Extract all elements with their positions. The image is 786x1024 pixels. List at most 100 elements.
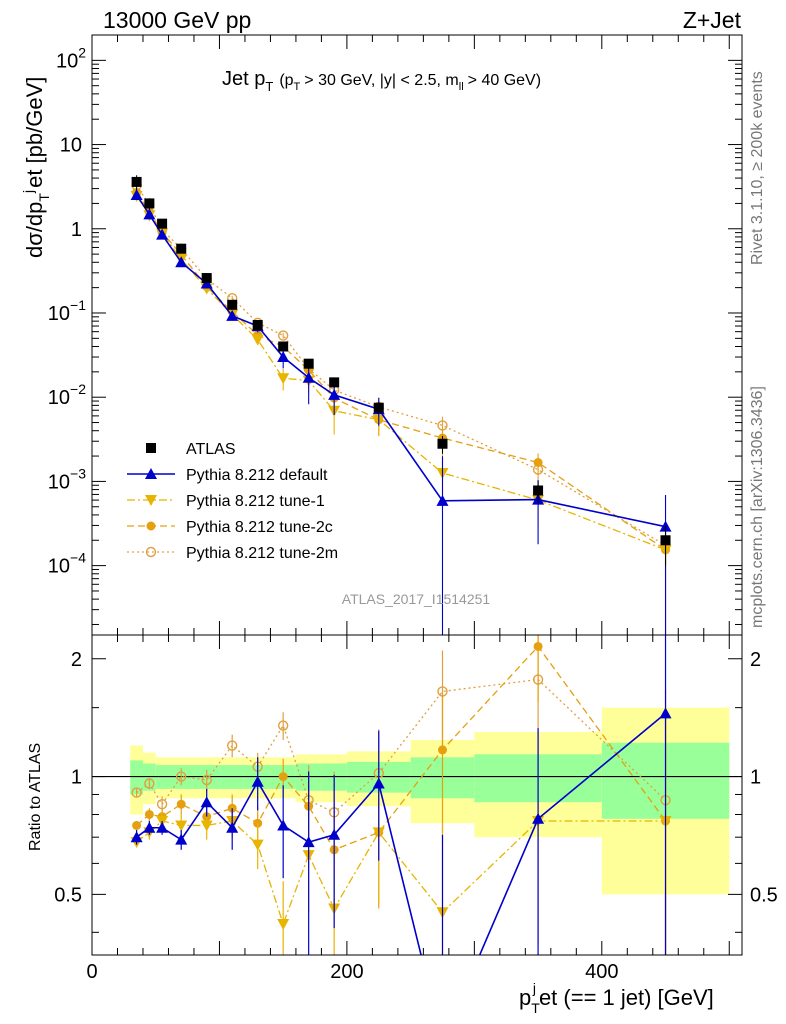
data-point	[227, 299, 238, 310]
legend: ATLAS Pythia 8.212 default Pythia 8.212 tu…	[127, 441, 338, 562]
y-tick-label-base: 10	[48, 303, 70, 325]
x-axis-label-sub: T	[531, 1000, 540, 1016]
ratio-series-marker	[131, 787, 142, 798]
x-tick-label: 200	[330, 961, 363, 983]
ratio-y-tick-label: 0.5	[54, 884, 82, 906]
ratio-series-marker	[277, 720, 289, 731]
ratio-series-marker	[226, 740, 238, 751]
ratio-series-marker	[533, 641, 543, 651]
x-axis-label-p: p	[519, 985, 531, 1010]
data-point	[176, 243, 187, 254]
data-point	[373, 402, 384, 413]
ratio-series-marker	[532, 812, 545, 824]
ratio-plot-axes: 0 200 400 0.5 0.5 1 1 2 2	[54, 635, 778, 983]
x-tick-label: 0	[86, 961, 97, 983]
y-axis-label-a: dσ/dp	[22, 202, 47, 258]
ratio-series-marker	[226, 821, 239, 833]
ratio-series-marker	[175, 820, 188, 832]
series-marker	[328, 388, 341, 400]
chart-title-detail-sub: T	[294, 81, 301, 93]
data-point	[144, 198, 155, 209]
data-point	[660, 535, 671, 546]
ratio-series-marker	[277, 819, 290, 831]
series-marker	[130, 188, 143, 200]
y-tick-label: 102	[56, 44, 86, 72]
data-point	[278, 341, 289, 352]
ratio-series-marker	[143, 821, 156, 833]
ratio-y-tick-label-right: 0.5	[750, 884, 778, 906]
chart-title-main-sub: T	[265, 79, 273, 94]
chart-title-detail-end: > 40 GeV)	[468, 72, 541, 89]
y-tick-label: 1	[71, 219, 82, 241]
y-tick-label: 10−4	[48, 550, 86, 578]
data-point	[157, 218, 168, 229]
ratio-series-marker	[201, 774, 212, 786]
ratio-series-marker	[251, 839, 264, 851]
ratio-y-tick-label-right: 1	[750, 767, 761, 789]
ratio-series-marker	[278, 772, 288, 782]
ratio-plot: 0 200 400 0.5 0.5 1 1 2 2	[54, 634, 778, 983]
data-point	[329, 377, 340, 388]
chart-title-detail-sub2: ll	[459, 81, 464, 93]
legend-marker	[145, 495, 157, 506]
header-right: Z+Jet	[683, 7, 742, 33]
legend-marker	[145, 546, 157, 558]
series-marker	[200, 277, 213, 289]
legend-marker	[146, 443, 156, 453]
ratio-series-marker	[277, 919, 290, 931]
y-axis-label: dσ/dpTj et [pb/GeV]	[20, 77, 52, 258]
analysis-watermark: ATLAS_2017_I1514251	[342, 591, 491, 607]
ratio-series-marker	[200, 796, 213, 808]
ratio-series-marker	[130, 831, 143, 843]
y-tick-label: 10−3	[48, 465, 86, 493]
x-axis-label: pTj et (== 1 jet) [GeV]	[519, 980, 714, 1016]
ratio-plot-content	[92, 635, 742, 955]
series-marker	[277, 330, 289, 341]
series-marker	[226, 309, 239, 321]
chart-title-detail: (p	[279, 72, 293, 89]
y-axis-label-rest: et [pb/GeV]	[22, 77, 47, 188]
ratio-series-marker	[175, 833, 188, 845]
data-point	[252, 319, 263, 330]
ratio-series-marker	[372, 777, 385, 789]
x-tick-label: 400	[585, 961, 618, 983]
ratio-series-marker	[328, 828, 341, 840]
y-tick-label-base: 10	[48, 387, 70, 409]
side-rivet-label: Rivet 3.1.10, ≥ 200k events	[749, 71, 766, 265]
ratio-series-marker	[251, 775, 264, 787]
main-plot-content	[130, 175, 672, 635]
legend-label: ATLAS	[186, 441, 236, 458]
ratio-band-inner	[130, 760, 143, 795]
legend-marker	[146, 521, 156, 531]
ratio-series-marker	[302, 836, 315, 848]
series-marker	[436, 494, 449, 506]
ratio-y-axis-label: Ratio to ATLAS	[27, 743, 44, 851]
ratio-series-marker	[156, 821, 169, 833]
legend-label: Pythia 8.212 tune-1	[186, 493, 325, 510]
data-point	[437, 438, 448, 449]
chart-title-detail-rest: > 30 GeV, |y| < 2.5, m	[304, 72, 458, 89]
ratio-series-marker	[176, 771, 187, 782]
ratio-series-marker	[144, 778, 155, 789]
series-marker	[533, 457, 543, 467]
y-axis-label-sup: j	[20, 190, 36, 194]
ratio-plot-frame	[91, 634, 743, 956]
data-point	[303, 358, 314, 369]
ratio-y-tick-label: 1	[71, 767, 82, 789]
header-left: 13000 GeV pp	[103, 7, 251, 33]
y-tick-label: 10−2	[48, 381, 86, 409]
y-tick-label-exp: −2	[70, 381, 86, 397]
side-mcplots-label: mcplots.cern.ch [arXiv:1306.3436]	[749, 386, 766, 628]
legend-label: Pythia 8.212 tune-2m	[186, 545, 338, 562]
ratio-series-line	[136, 820, 666, 927]
chart-title-main: Jet p	[222, 68, 265, 90]
data-point	[131, 176, 142, 187]
y-tick-label: 10	[60, 135, 82, 157]
y-tick-label: 10−1	[48, 297, 86, 325]
series-marker	[175, 256, 188, 268]
chart-title: Jet pT (pT > 30 GeV, |y| < 2.5, mll > 40 Ge…	[222, 68, 541, 94]
x-axis-label-sup: j	[532, 980, 536, 996]
legend-label: Pythia 8.212 default	[186, 467, 328, 484]
